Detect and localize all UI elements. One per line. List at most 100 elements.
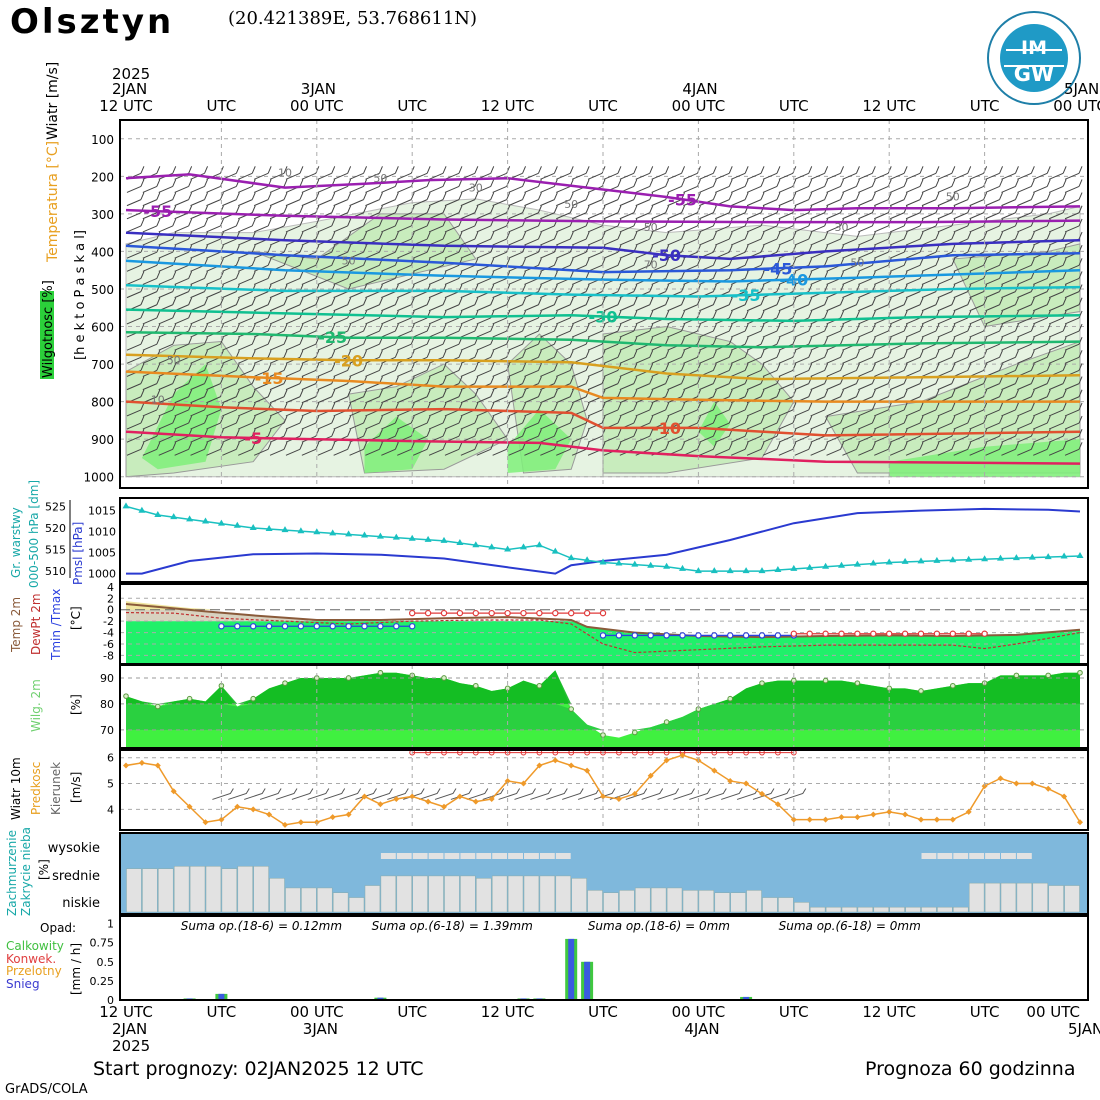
humidity-unit-label: [%] — [69, 694, 83, 715]
wind-barb — [953, 402, 972, 417]
wind-barb — [428, 179, 447, 193]
precip-title: Opad: — [40, 921, 76, 935]
wind-barb — [778, 166, 797, 180]
wind-barb — [556, 323, 574, 338]
wind-barb — [174, 415, 193, 430]
wind-barb — [365, 415, 383, 430]
humidity-contour-label: 50 — [946, 191, 960, 204]
wind-barb — [349, 363, 368, 377]
tmax-marker — [552, 609, 559, 617]
top-tick-label: 12 UTC — [862, 97, 916, 115]
wind-direction-barb — [259, 788, 282, 800]
wind-barb — [222, 218, 240, 233]
wind-barb — [762, 363, 781, 377]
wind-barb — [1064, 350, 1083, 364]
wind-barb — [365, 389, 383, 404]
wind-barb — [397, 166, 415, 180]
cloud-bar-low — [221, 868, 238, 913]
cloud-bar-low — [189, 866, 206, 913]
humidity-contour-label: 10 — [278, 166, 292, 179]
wind-barb — [349, 218, 368, 233]
wind-barb — [412, 166, 431, 180]
tmin-marker — [695, 632, 702, 639]
wind-barb — [206, 376, 224, 391]
isotherm-line — [125, 430, 1081, 465]
layer-marker — [138, 506, 146, 513]
wind-barb — [381, 363, 399, 377]
cloud-bar-low — [269, 878, 285, 913]
wind-speed-marker — [838, 814, 845, 821]
wind-dir-label: Kierunek — [49, 762, 63, 815]
wind-barb — [810, 402, 829, 417]
wind-barb — [985, 376, 1004, 391]
wind-barb — [285, 297, 304, 312]
wind-barb — [476, 179, 495, 193]
wind-barb — [874, 297, 892, 312]
wind-barb — [1033, 271, 1051, 285]
wind-barb — [142, 336, 161, 351]
wind-barb — [571, 428, 590, 443]
tmax-marker — [472, 609, 479, 617]
wind-barb — [619, 376, 638, 391]
wind-barb — [921, 415, 940, 430]
wind-barb — [921, 231, 940, 246]
cloud-bar-high — [396, 853, 412, 859]
wind-barb — [381, 415, 399, 430]
wind-barb — [126, 415, 145, 430]
wind-barb — [238, 297, 256, 312]
top-tick-label: 12 UTC — [481, 97, 535, 115]
wind-speed-marker — [250, 806, 257, 813]
wind-barb — [556, 428, 574, 443]
wind-barb — [826, 402, 845, 417]
temp-tick: 2 — [107, 592, 114, 605]
wind-barb — [349, 389, 368, 404]
layer-marker — [917, 557, 925, 564]
wind-barb — [937, 442, 956, 456]
wind-barb — [508, 323, 527, 338]
wind-barb — [349, 297, 368, 312]
isotherm-label: -55 — [143, 202, 172, 221]
humidity-tick: 80 — [100, 698, 114, 711]
tmin-marker — [647, 632, 654, 639]
wind-direction-barb — [307, 788, 330, 800]
wind-barb — [269, 336, 288, 351]
wind-tick: 4 — [107, 803, 114, 816]
wind-barb — [238, 271, 256, 285]
cloud-bar-low — [1016, 882, 1033, 913]
wind-barb — [826, 166, 845, 180]
cloud-bar-low — [921, 906, 937, 913]
layer-marker — [329, 529, 337, 536]
cloud-bar-high — [428, 853, 444, 859]
dewpoint-label: DewPt 2m — [29, 593, 43, 655]
wind-barb — [269, 271, 288, 285]
cloud-bar-high — [539, 853, 555, 859]
cloud-bar-high — [985, 853, 1000, 859]
wind-speed-marker — [377, 801, 384, 808]
tmax-marker — [504, 609, 511, 617]
humidity-contour-label: 50 — [373, 172, 387, 185]
wind-barb — [349, 192, 368, 207]
wind-barb — [667, 350, 686, 364]
wind-speed-marker — [552, 757, 559, 764]
wind-barb — [921, 363, 940, 377]
wind-speed-marker — [790, 816, 797, 823]
wind-direction-barb — [577, 788, 600, 800]
wind-barb — [174, 166, 193, 180]
wind-barb — [746, 231, 765, 246]
wind-speed-marker — [933, 816, 940, 823]
wind-barb — [699, 205, 717, 220]
wind-barb — [683, 350, 701, 364]
layer-marker — [472, 541, 480, 548]
humidity-tick: 70 — [100, 724, 114, 737]
tmax-marker — [965, 630, 972, 637]
wind-barb — [524, 231, 542, 246]
wind-barb — [444, 297, 463, 312]
tmin-marker — [377, 623, 384, 630]
wind-barb — [571, 231, 590, 246]
layer-marker — [520, 543, 527, 550]
humidity-marker — [186, 695, 193, 702]
wind-barb — [444, 166, 463, 180]
wind-barb — [540, 389, 558, 404]
wind-barb — [412, 297, 431, 312]
cloud-bar-low — [730, 892, 746, 913]
